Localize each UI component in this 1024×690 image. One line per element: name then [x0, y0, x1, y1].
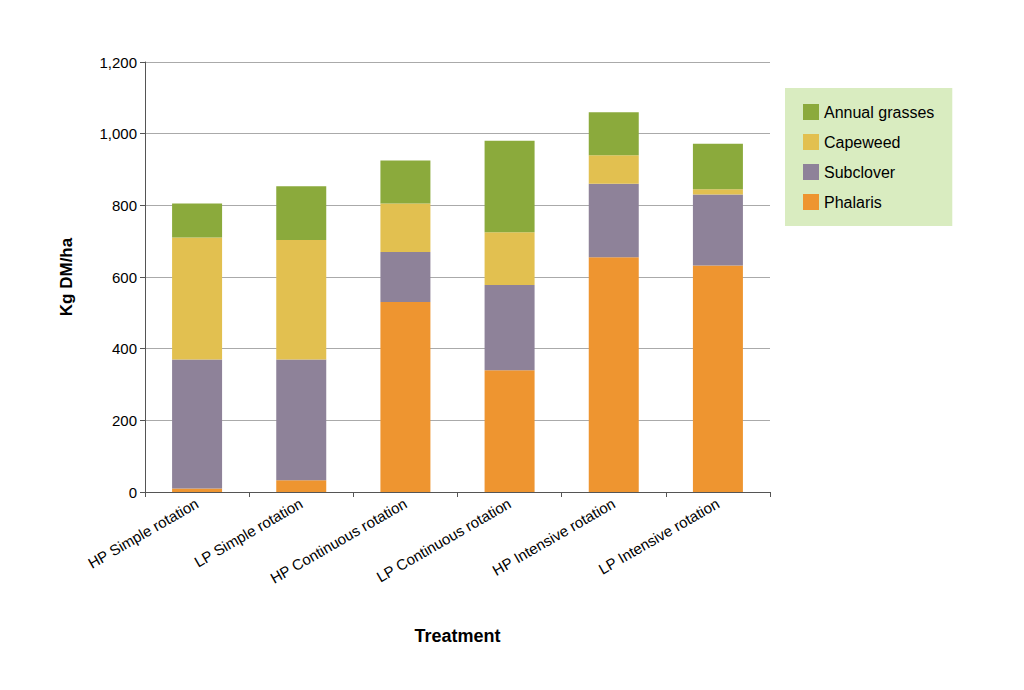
- svg-text:1,200: 1,200: [99, 54, 137, 71]
- svg-text:Annual grasses: Annual grasses: [824, 104, 934, 121]
- svg-text:HP Simple rotation: HP Simple rotation: [85, 495, 201, 572]
- svg-text:Kg DM/ha: Kg DM/ha: [57, 237, 76, 316]
- svg-text:400: 400: [112, 340, 137, 357]
- svg-text:LP Intensive rotation: LP Intensive rotation: [596, 495, 723, 578]
- svg-text:Phalaris: Phalaris: [824, 194, 882, 211]
- svg-text:Capeweed: Capeweed: [824, 134, 901, 151]
- svg-text:HP Continuous rotation: HP Continuous rotation: [267, 494, 410, 587]
- svg-text:1,000: 1,000: [99, 125, 137, 142]
- svg-text:Treatment: Treatment: [414, 626, 500, 646]
- svg-text:0: 0: [129, 484, 137, 501]
- svg-text:LP Continuous rotation: LP Continuous rotation: [373, 494, 514, 586]
- svg-text:800: 800: [112, 197, 137, 214]
- svg-text:200: 200: [112, 412, 137, 429]
- svg-text:HP Intensive rotation: HP Intensive rotation: [489, 494, 618, 579]
- svg-text:LP Simple rotation: LP Simple rotation: [191, 494, 306, 571]
- svg-text:Subclover: Subclover: [824, 164, 896, 181]
- svg-text:600: 600: [112, 269, 137, 286]
